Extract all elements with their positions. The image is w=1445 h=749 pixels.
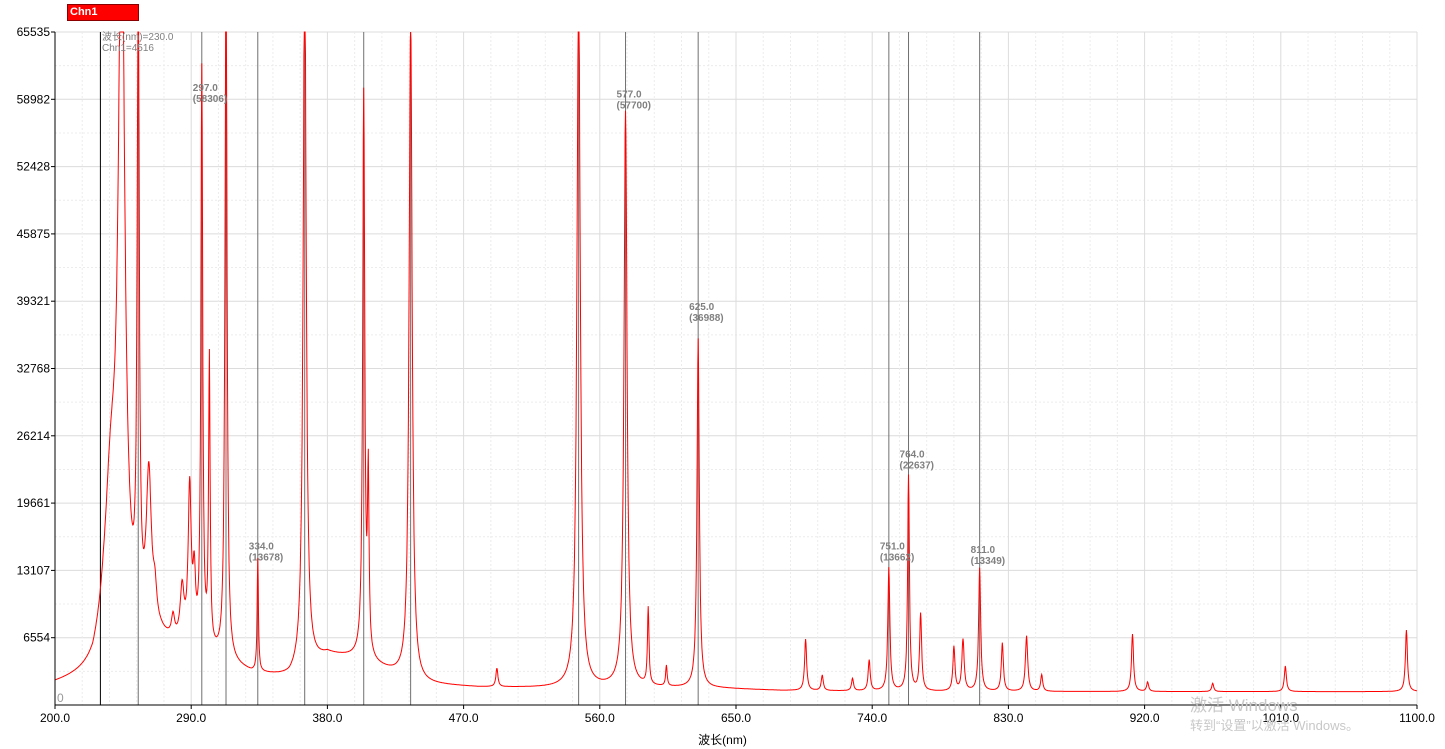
peak-label-wavelength: 577.0 [617,89,642,100]
x-axis-ticks: 200.0 290.0 380.0 470.0 560.0 650.0 740.0 830.0… [40,705,1435,725]
peak-label-wavelength: 334.0 [249,542,274,553]
peak-label-value: (58306) [193,94,227,105]
peak-label-value: (36988) [689,313,723,324]
cursor-readout: 波长(nm)=230.0 Chn1=4516 [102,32,173,54]
y-tick-label: 39321 [17,294,51,308]
y-tick-label: 52428 [17,160,51,174]
peak-label-value: (57700) [617,100,651,111]
y-tick-label: 26214 [17,429,51,443]
peak-label-wavelength: 297.0 [193,83,218,94]
y-tick-label: 32768 [17,361,51,375]
x-tick-label: 1010.0 [1262,711,1299,725]
x-tick-label: 200.0 [40,711,70,725]
y-axis-ticks: 6554 13107 19661 26214 32768 39321 45875 52428 5… [17,25,64,705]
watermark-title: 激活 Windows [1190,696,1298,715]
y-tick-label: 58982 [17,92,51,106]
watermark-subtitle: 转到“设置”以激活 Windows。 [1190,718,1360,733]
y-tick-label: 19661 [17,496,51,510]
x-tick-label: 830.0 [993,711,1023,725]
y-tick-label: 13107 [17,563,51,577]
y-tick-label: 65535 [17,25,51,39]
x-tick-label: 290.0 [176,711,206,725]
grid [54,31,1418,706]
x-tick-label: 470.0 [449,711,479,725]
peak-label-wavelength: 811.0 [971,545,996,556]
x-tick-label: 560.0 [585,711,615,725]
peak-label-value: (22637) [900,461,934,472]
x-tick-label: 1100.0 [1399,711,1435,725]
peak-label-value: (13678) [249,553,283,564]
plot-area [54,31,1417,693]
legend-chn1[interactable]: Chn1 [67,4,139,21]
peak-label-wavelength: 751.0 [880,542,905,553]
y-tick-label: 45875 [17,227,51,241]
cursor-wavelength: 波长(nm)=230.0 [102,32,174,43]
peak-annotations: 297.0(58306) 334.0(13678) 577.0(57700) 625.… [193,83,1005,567]
x-tick-label: 920.0 [1130,711,1160,725]
peak-label-value: (13662) [880,553,914,564]
y-origin-label: 0 [57,691,64,705]
series-chn1-line [54,31,1417,693]
x-tick-label: 380.0 [312,711,342,725]
x-tick-label: 740.0 [857,711,887,725]
legend-label: Chn1 [70,6,98,18]
x-axis-label: 波长(nm) [698,733,747,747]
y-tick-label: 6554 [23,631,50,645]
peak-label-value: (13349) [971,556,1005,567]
peak-label-wavelength: 625.0 [689,302,714,313]
cursor-value: Chn1=4516 [102,43,154,54]
x-tick-label: 650.0 [721,711,751,725]
peak-label-wavelength: 764.0 [900,450,925,461]
